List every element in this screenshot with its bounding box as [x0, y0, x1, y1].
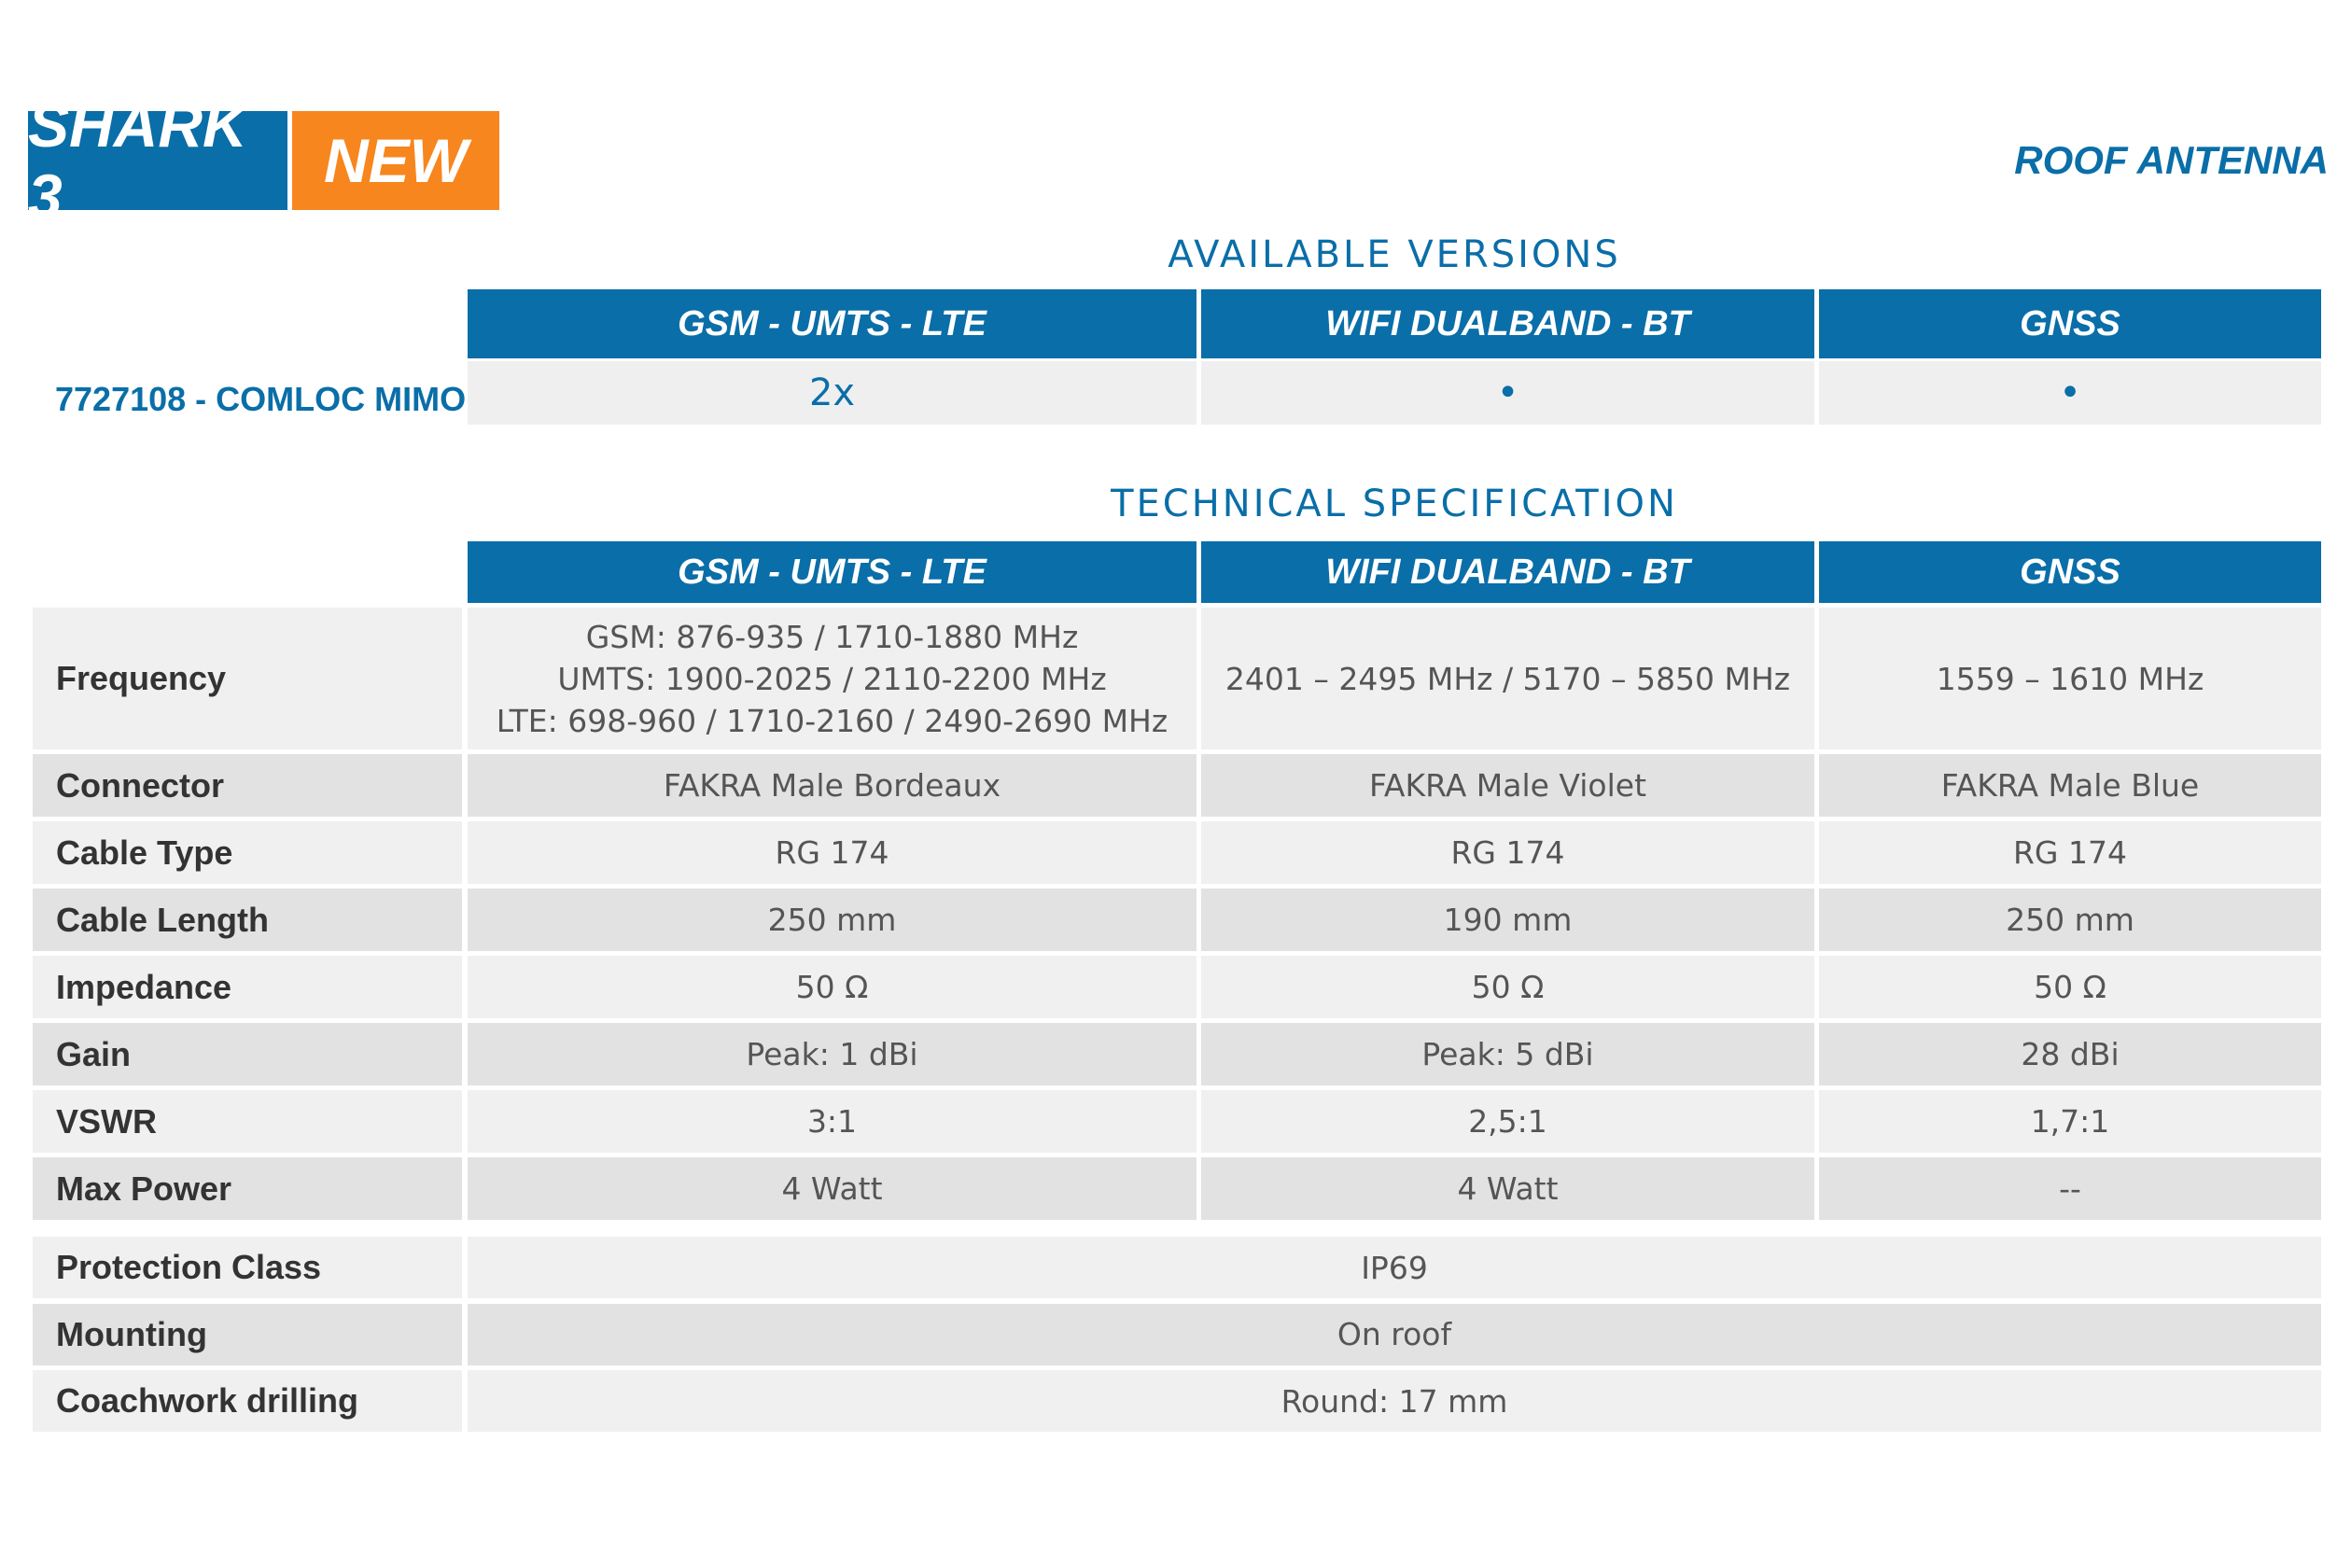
- category: ROOF ANTENNA: [2014, 138, 2329, 182]
- spec-line: 1559 – 1610 MHz: [1936, 660, 2204, 697]
- spec-line: 1,7:1: [2030, 1103, 2110, 1140]
- spec-cell: 1559 – 1610 MHz: [1819, 608, 2321, 749]
- spec-cell: RG 174: [1819, 821, 2321, 884]
- version-label: 7727108 - COMLOC MIMO: [55, 380, 467, 418]
- row-label: Cable Length: [33, 889, 462, 951]
- spec-line: 50 Ω: [1471, 969, 1545, 1005]
- spec-line: RG 174: [775, 834, 889, 871]
- spec-line: 50 Ω: [795, 969, 869, 1005]
- spec-cell: 50 Ω: [468, 956, 1196, 1018]
- spec-line: FAKRA Male Violet: [1368, 767, 1647, 804]
- version-cell: •: [1201, 361, 1814, 425]
- spec-line: 2,5:1: [1468, 1103, 1547, 1140]
- row-label: VSWR: [33, 1090, 462, 1153]
- row-label: Coachwork drilling: [33, 1370, 462, 1432]
- spec-cell: 190 mm: [1201, 889, 1814, 951]
- row-label: Max Power: [33, 1157, 462, 1220]
- common-cell: IP69: [468, 1237, 2321, 1298]
- spec-line: 4 Watt: [1457, 1170, 1559, 1207]
- spec-line: 50 Ω: [2034, 969, 2106, 1005]
- spec-line: Peak: 1 dBi: [746, 1036, 918, 1072]
- spec-cell: Peak: 1 dBi: [468, 1023, 1196, 1085]
- new-badge: NEW: [292, 111, 499, 210]
- column-header: GNSS: [1819, 541, 2321, 603]
- common-cell: On roof: [468, 1303, 2321, 1365]
- spec-line: 2401 – 2495 MHz / 5170 – 5850 MHz: [1224, 660, 1791, 697]
- spec-cell: RG 174: [1201, 821, 1814, 884]
- spec-cell: FAKRA Male Violet: [1201, 754, 1814, 817]
- spec-cell: FAKRA Male Blue: [1819, 754, 2321, 817]
- row-label: Frequency: [33, 608, 462, 749]
- spec-line: 4 Watt: [781, 1170, 883, 1207]
- spec-cell: RG 174: [468, 821, 1196, 884]
- spec-line: 28 dBi: [2021, 1036, 2120, 1072]
- version-cell: •: [1819, 361, 2321, 425]
- row-label: Mounting: [33, 1303, 462, 1365]
- spec-line: 190 mm: [1443, 902, 1573, 938]
- spec-line: FAKRA Male Bordeaux: [663, 767, 1001, 804]
- spec-line: 250 mm: [767, 902, 897, 938]
- column-header: WIFI DUALBAND - BT: [1201, 289, 1814, 358]
- spec-line: 250 mm: [2006, 902, 2134, 938]
- spec-cell: FAKRA Male Bordeaux: [468, 754, 1196, 817]
- spec-line: FAKRA Male Blue: [1940, 767, 2200, 804]
- spec-cell: 28 dBi: [1819, 1023, 2321, 1085]
- spec-line: Peak: 5 dBi: [1421, 1036, 1594, 1072]
- row-label: Impedance: [33, 956, 462, 1018]
- spec-cell: Peak: 5 dBi: [1201, 1023, 1814, 1085]
- row-label: Connector: [33, 754, 462, 817]
- column-header: WIFI DUALBAND - BT: [1201, 541, 1814, 603]
- product-badge: SHARK 3: [28, 91, 287, 231]
- version-cell: 2x: [468, 361, 1196, 425]
- spec-cell: 2,5:1: [1201, 1090, 1814, 1153]
- spec-line: RG 174: [2013, 834, 2127, 871]
- spec-line: 3:1: [806, 1103, 858, 1140]
- spec-cell: 4 Watt: [468, 1157, 1196, 1220]
- spec-cell: 250 mm: [468, 889, 1196, 951]
- column-header: GSM - UMTS - LTE: [468, 289, 1196, 358]
- spec-cell: 250 mm: [1819, 889, 2321, 951]
- row-label: Gain: [33, 1023, 462, 1085]
- spec-cell: 1,7:1: [1819, 1090, 2321, 1153]
- spec-cell: --: [1819, 1157, 2321, 1220]
- spec-cell: 50 Ω: [1819, 956, 2321, 1018]
- spec-line: UMTS: 1900-2025 / 2110-2200 MHz: [557, 660, 1107, 697]
- spec-line: --: [2059, 1170, 2081, 1207]
- spec-cell: 4 Watt: [1201, 1157, 1814, 1220]
- spec-cell: 50 Ω: [1201, 956, 1814, 1018]
- spec-cell: 3:1: [468, 1090, 1196, 1153]
- column-header: GNSS: [1819, 289, 2321, 358]
- spec-cell: 2401 – 2495 MHz / 5170 – 5850 MHz: [1201, 608, 1814, 749]
- spec-line: RG 174: [1450, 834, 1565, 871]
- section-title: TECHNICAL SPECIFICATION: [1111, 483, 1678, 525]
- spec-line: GSM: 876-935 / 1710-1880 MHz: [585, 618, 1079, 655]
- common-cell: Round: 17 mm: [468, 1370, 2321, 1432]
- spec-line: LTE: 698-960 / 1710-2160 / 2490-2690 MHz: [496, 702, 1169, 739]
- column-header: GSM - UMTS - LTE: [468, 541, 1196, 603]
- row-label: Cable Type: [33, 821, 462, 884]
- row-label: Protection Class: [33, 1237, 462, 1298]
- spec-cell: GSM: 876-935 / 1710-1880 MHz UMTS: 1900-2…: [468, 608, 1196, 749]
- section-title: AVAILABLE VERSIONS: [1168, 233, 1621, 276]
